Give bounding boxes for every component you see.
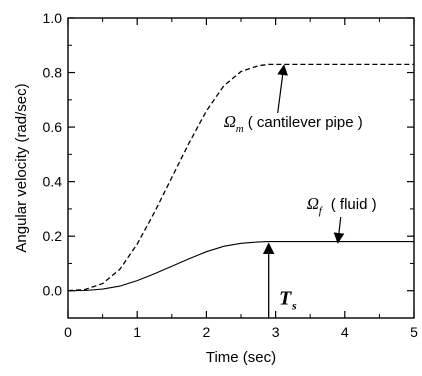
annotation-fluid-symbol: Ω <box>307 194 319 213</box>
y-axis-title: Angular velocity (rad/sec) <box>13 83 30 252</box>
x-tick-label: 5 <box>410 324 418 340</box>
annotation-fluid-subscript: f <box>319 205 324 217</box>
ts-symbol: T <box>279 287 292 309</box>
y-tick-label: 0.0 <box>43 283 63 299</box>
x-tick-label: 1 <box>133 324 141 340</box>
annotation-cantilever-symbol: Ω <box>224 112 236 131</box>
y-tick-label: 0.6 <box>43 119 63 135</box>
annotation-cantilever-text: ( cantilever pipe ) <box>248 114 363 131</box>
y-tick-label: 1.0 <box>43 10 63 26</box>
plot-frame <box>67 17 415 319</box>
y-tick-label: 0.8 <box>43 65 63 81</box>
ts-subscript: s <box>291 298 297 312</box>
x-tick-label: 4 <box>341 324 349 340</box>
y-tick-label: 0.4 <box>43 174 63 190</box>
y-tick-label: 0.2 <box>43 228 63 244</box>
annotation-fluid-text: ( fluid ) <box>331 196 377 213</box>
annotation-fluid-arrow <box>333 216 345 244</box>
x-tick-label: 3 <box>272 324 280 340</box>
x-tick-label: 2 <box>203 324 211 340</box>
series-line-cantilever <box>67 63 414 292</box>
annotation-cantilever-subscript: m <box>236 123 244 135</box>
annotation-cantilever-arrow <box>277 64 289 114</box>
x-tick-label: 0 <box>64 324 72 340</box>
series-line-fluid <box>67 241 414 292</box>
x-axis-title: Time (sec) <box>206 349 276 366</box>
